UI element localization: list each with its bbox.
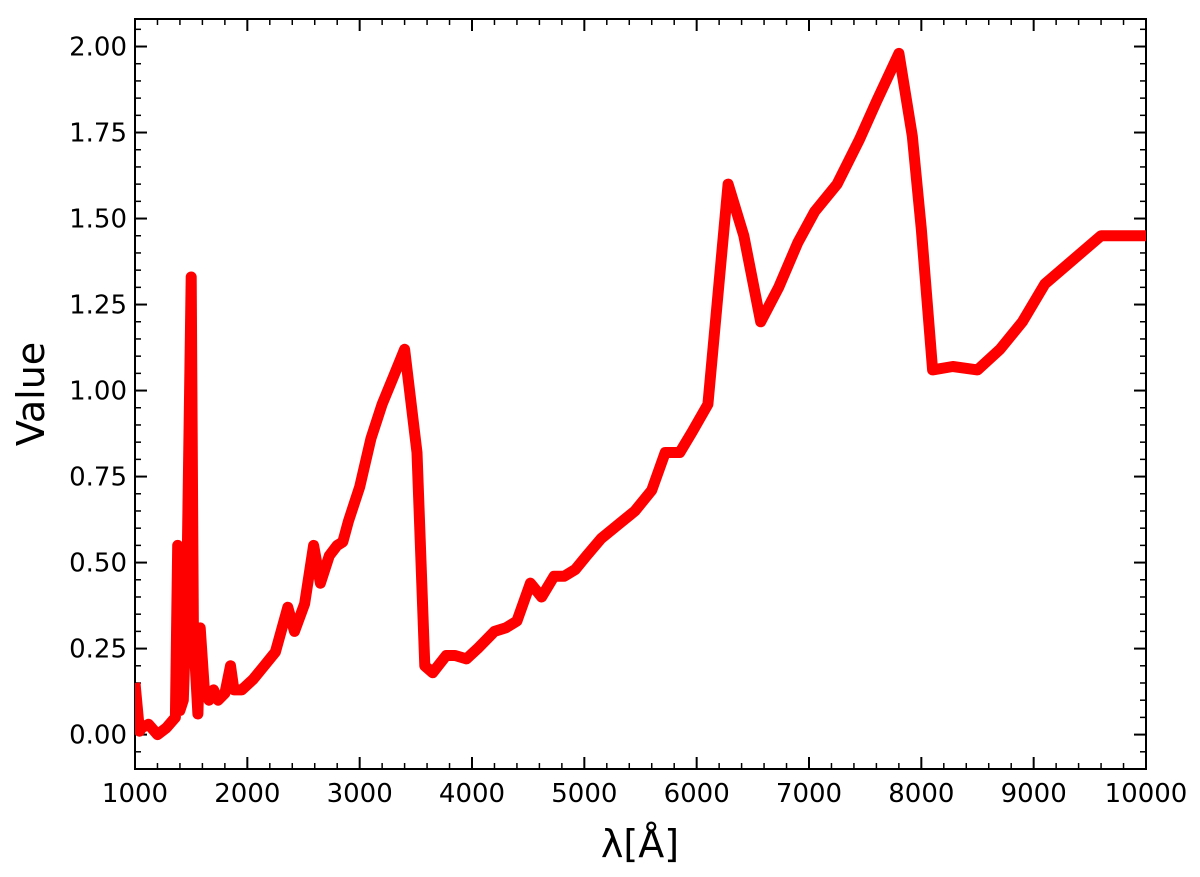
x-tick-label: 10000 — [1105, 779, 1188, 809]
y-tick-label: 2.00 — [69, 33, 127, 63]
y-tick-label: 1.25 — [69, 291, 127, 321]
series-layer — [135, 47, 1146, 741]
x-tick-label: 9000 — [1001, 779, 1067, 809]
x-tick-label: 6000 — [664, 779, 730, 809]
y-tick-label: 1.00 — [69, 377, 127, 407]
x-tick-label: 5000 — [551, 779, 617, 809]
y-tick-label: 1.50 — [69, 205, 127, 235]
y-tick-label: 0.50 — [69, 549, 127, 579]
x-tick-label: 3000 — [327, 779, 393, 809]
series-line-0 — [135, 47, 1146, 741]
y-axis-label: Value — [9, 342, 53, 446]
y-tick-label: 0.75 — [69, 463, 127, 493]
minor-ticks — [135, 19, 1146, 770]
y-tick-labels: 0.00 0.25 0.50 0.75 1.00 1.25 1.50 1.75 2.00 — [69, 33, 127, 751]
y-tick-label: 0.25 — [69, 635, 127, 665]
plot-frame — [134, 18, 1147, 770]
x-tick-label: 4000 — [439, 779, 505, 809]
x-tick-label: 7000 — [776, 779, 842, 809]
y-tick-label: 0.00 — [69, 721, 127, 751]
x-tick-label: 1000 — [102, 779, 168, 809]
x-tick-label: 8000 — [888, 779, 954, 809]
y-tick-label: 1.75 — [69, 119, 127, 149]
x-tick-labels: 1000 2000 3000 4000 5000 6000 7000 8000 9000 1000… — [102, 779, 1187, 809]
major-ticks — [134, 19, 1147, 769]
x-axis-label: λ[Å] — [601, 822, 679, 866]
x-tick-label: 2000 — [214, 779, 280, 809]
